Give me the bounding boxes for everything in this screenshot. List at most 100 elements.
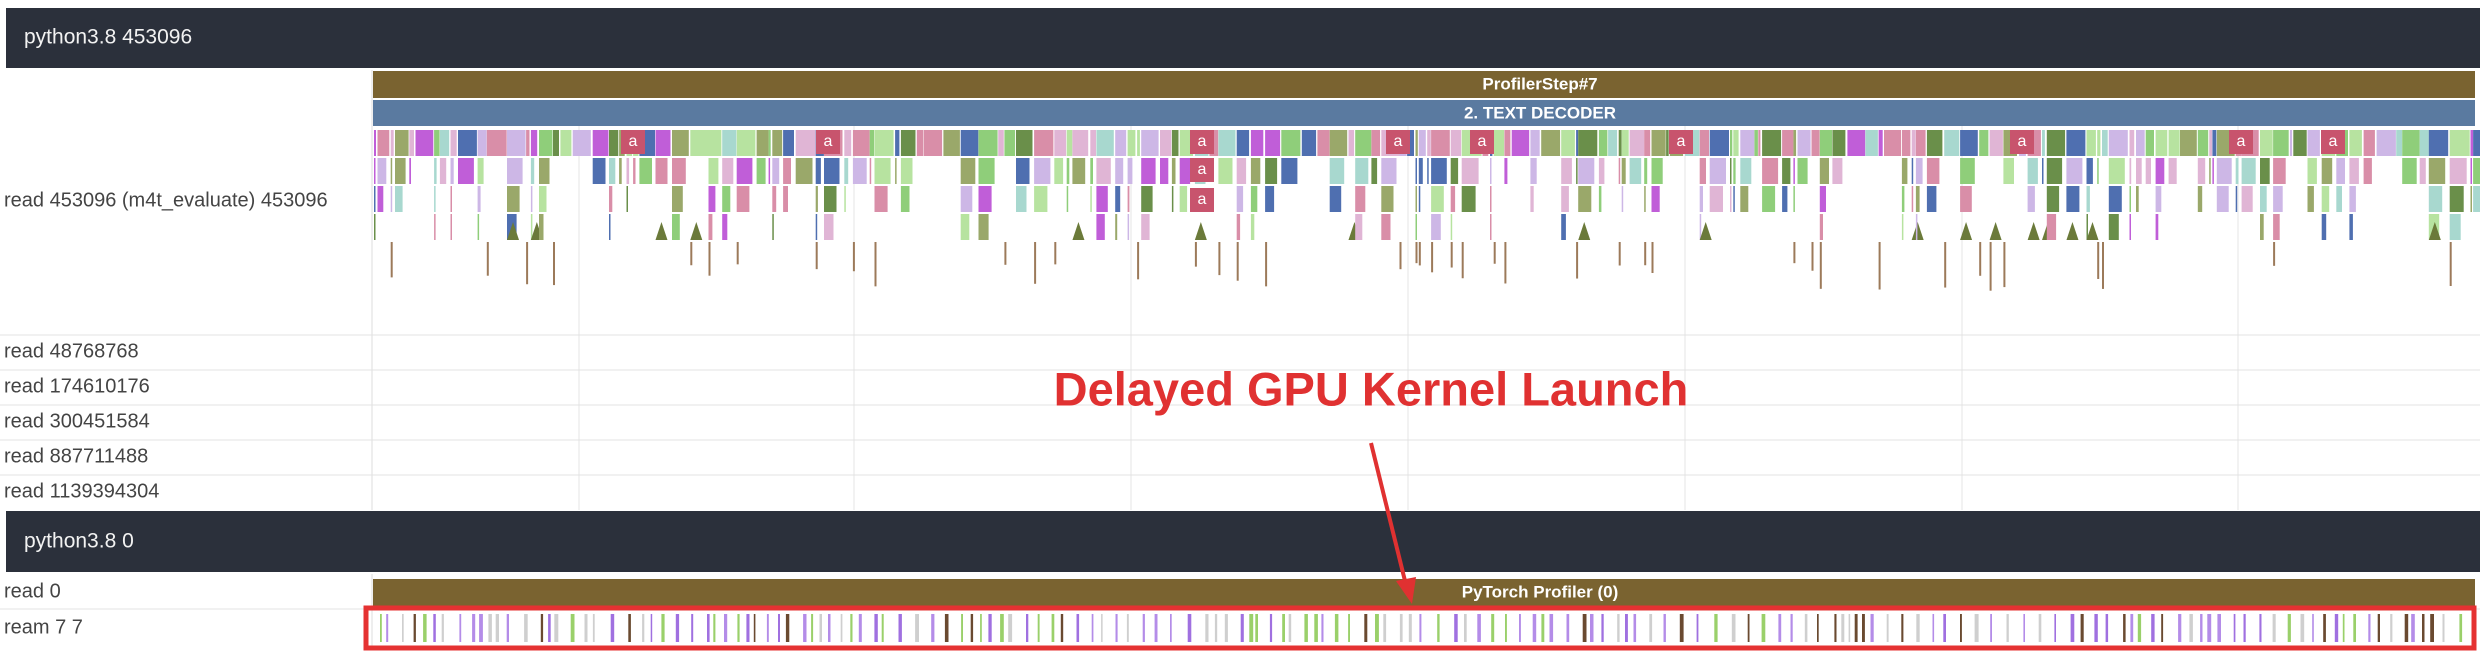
- kernel[interactable]: [2342, 614, 2345, 642]
- slice[interactable]: [1709, 186, 1723, 212]
- slice[interactable]: [2066, 186, 2080, 212]
- slice[interactable]: [2336, 158, 2345, 184]
- kernel[interactable]: [2312, 614, 2314, 642]
- slice[interactable]: [2042, 130, 2045, 156]
- kernel[interactable]: [2105, 614, 2109, 642]
- slice[interactable]: [1832, 130, 1846, 156]
- kernel[interactable]: [1288, 614, 1292, 642]
- slice[interactable]: [458, 158, 474, 184]
- slice[interactable]: [978, 186, 992, 212]
- kernel[interactable]: [1170, 614, 1172, 642]
- slice[interactable]: [1415, 214, 1418, 240]
- kernel[interactable]: [819, 614, 823, 642]
- slice[interactable]: [1137, 242, 1140, 280]
- slice[interactable]: [2027, 186, 2035, 212]
- kernel[interactable]: [1990, 614, 1992, 642]
- slice[interactable]: [1832, 158, 1843, 184]
- slice[interactable]: [2097, 242, 2100, 279]
- slice[interactable]: [1399, 242, 1402, 270]
- slice[interactable]: [1096, 214, 1105, 240]
- kernel[interactable]: [2038, 614, 2042, 642]
- slice[interactable]: [1218, 158, 1233, 184]
- kernel[interactable]: [850, 614, 853, 642]
- slice[interactable]: [772, 186, 777, 212]
- slice[interactable]: [1926, 186, 1937, 212]
- slice[interactable]: [844, 130, 852, 156]
- slice[interactable]: [450, 186, 453, 212]
- slice[interactable]: [2428, 186, 2443, 212]
- slice[interactable]: [409, 158, 411, 184]
- slice[interactable]: [1190, 130, 1214, 154]
- kernel[interactable]: [2377, 614, 2380, 642]
- slice[interactable]: [2273, 158, 2286, 184]
- slice[interactable]: [2336, 186, 2342, 212]
- slice[interactable]: [2235, 186, 2238, 212]
- slice[interactable]: [1450, 214, 1453, 240]
- slice[interactable]: [2307, 186, 2314, 212]
- slice[interactable]: [1236, 186, 1244, 212]
- slice[interactable]: [1709, 158, 1726, 184]
- slice[interactable]: [1797, 158, 1808, 184]
- slice[interactable]: [1878, 130, 1883, 156]
- slice[interactable]: [2102, 242, 2104, 289]
- slice[interactable]: [1644, 186, 1646, 212]
- slice[interactable]: [1915, 130, 1926, 156]
- slice[interactable]: [609, 214, 611, 240]
- kernel[interactable]: [642, 614, 645, 642]
- slice[interactable]: [1797, 130, 1811, 156]
- kernel[interactable]: [423, 614, 427, 642]
- slice[interactable]: [1733, 130, 1739, 156]
- kernel[interactable]: [540, 614, 544, 642]
- kernel[interactable]: [2390, 614, 2393, 642]
- kernel[interactable]: [1408, 614, 1412, 642]
- kernel[interactable]: [1321, 614, 1324, 642]
- slice[interactable]: [395, 130, 409, 156]
- kernel[interactable]: [1649, 614, 1653, 642]
- kernel[interactable]: [1224, 614, 1228, 642]
- kernel[interactable]: [1126, 614, 1129, 642]
- slice[interactable]: [900, 158, 913, 184]
- slice[interactable]: [1054, 158, 1064, 184]
- kernel[interactable]: [724, 614, 728, 642]
- slice[interactable]: [1034, 130, 1054, 156]
- kernel[interactable]: [1076, 614, 1080, 642]
- kernel[interactable]: [1334, 614, 1339, 642]
- slice[interactable]: [377, 186, 384, 212]
- slice[interactable]: [1740, 186, 1749, 212]
- kernel[interactable]: [1383, 614, 1387, 642]
- slice[interactable]: [1504, 242, 1507, 284]
- slice[interactable]: [1651, 130, 1666, 156]
- slice[interactable]: [1190, 158, 1214, 182]
- slice[interactable]: [1415, 186, 1418, 212]
- slice[interactable]: [1090, 130, 1096, 156]
- slice[interactable]: [2168, 130, 2180, 156]
- slice[interactable]: [2307, 130, 2320, 156]
- slice[interactable]: [409, 130, 414, 156]
- slice[interactable]: [1418, 186, 1421, 212]
- slice[interactable]: [795, 130, 816, 156]
- slice[interactable]: [390, 130, 394, 156]
- slice[interactable]: [852, 242, 855, 272]
- slice[interactable]: [1490, 186, 1492, 212]
- slice[interactable]: [1733, 158, 1736, 184]
- slice[interactable]: [1989, 242, 1992, 291]
- slice[interactable]: [1090, 158, 1093, 184]
- slice[interactable]: [1418, 130, 1426, 156]
- slice[interactable]: [1578, 186, 1592, 212]
- kernel[interactable]: [1051, 614, 1055, 642]
- kernel[interactable]: [1841, 614, 1845, 642]
- slice[interactable]: [1141, 214, 1150, 240]
- slice[interactable]: [2086, 214, 2089, 240]
- slice[interactable]: [1901, 130, 1911, 156]
- slice[interactable]: [998, 130, 1004, 156]
- kernel[interactable]: [459, 614, 462, 642]
- slice[interactable]: [1431, 158, 1447, 184]
- slice[interactable]: [1578, 130, 1598, 156]
- kernel[interactable]: [1617, 614, 1620, 642]
- slice[interactable]: [1115, 186, 1121, 212]
- slice[interactable]: [1530, 158, 1537, 184]
- slice[interactable]: [1461, 186, 1476, 212]
- kernel[interactable]: [2259, 614, 2262, 642]
- slice[interactable]: [1793, 158, 1795, 184]
- slice[interactable]: [390, 242, 393, 278]
